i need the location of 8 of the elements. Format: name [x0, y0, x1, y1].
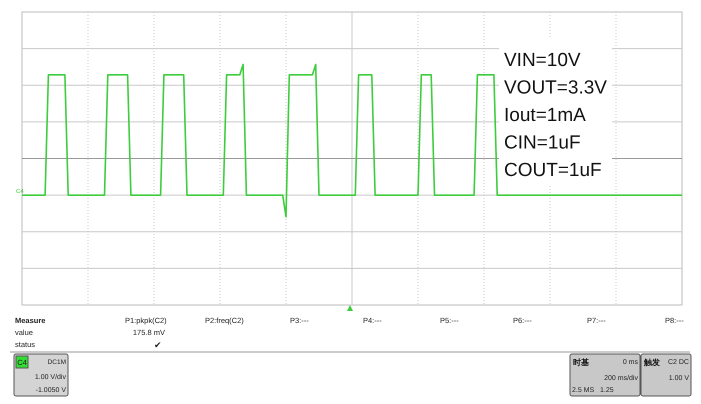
- annotation: Iout=1mA: [504, 105, 586, 126]
- annotation: COUT=1uF: [504, 160, 602, 181]
- annotation: VOUT=3.3V: [504, 78, 608, 98]
- text: 时基: [573, 358, 590, 367]
- annotation: CIN=1uF: [504, 132, 581, 154]
- text: ✔: [154, 340, 162, 350]
- annotation: VIN=10V: [504, 50, 581, 71]
- text: 触发: [643, 358, 660, 367]
